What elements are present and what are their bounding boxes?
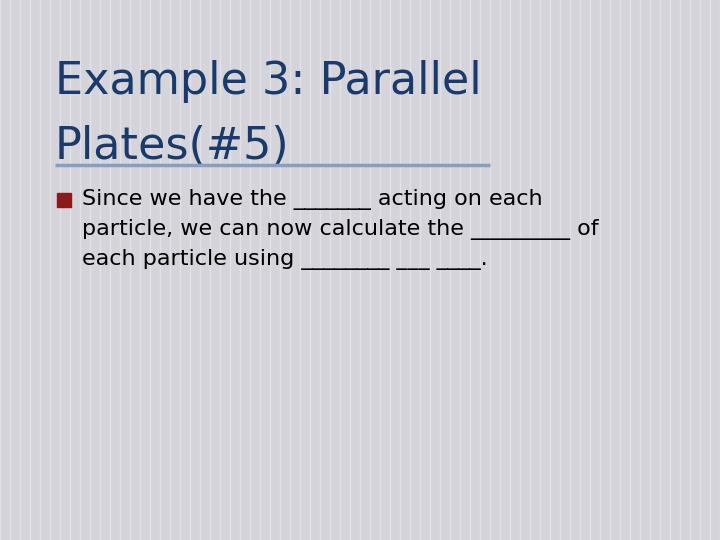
Text: Example 3: Parallel: Example 3: Parallel — [55, 60, 482, 103]
Text: each particle using ________ ___ ____.: each particle using ________ ___ ____. — [82, 249, 487, 271]
Text: particle, we can now calculate the _________ of: particle, we can now calculate the _____… — [82, 219, 598, 240]
Text: Plates(#5): Plates(#5) — [55, 125, 289, 168]
Bar — [57, 193, 71, 207]
Text: Since we have the _______ acting on each: Since we have the _______ acting on each — [82, 190, 543, 211]
